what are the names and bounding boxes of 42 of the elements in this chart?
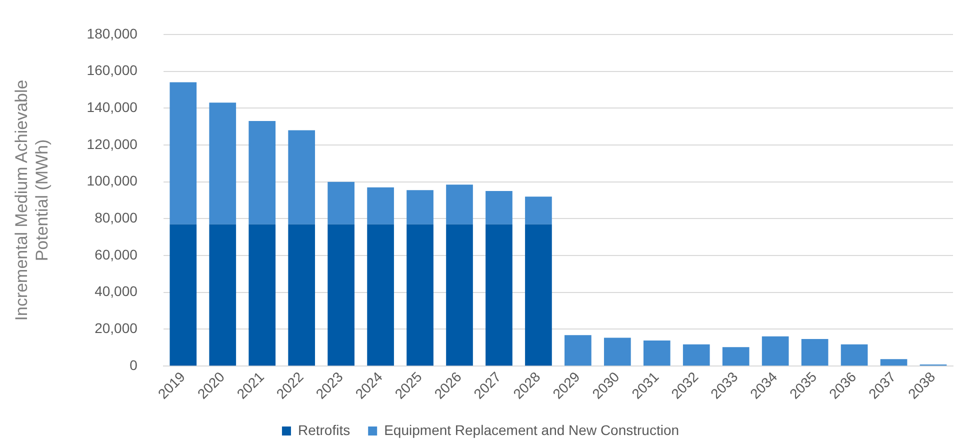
- bar: [248, 224, 276, 366]
- legend-label: Equipment Replacement and New Construction: [384, 422, 680, 438]
- y-tick-label: 120,000: [86, 136, 138, 152]
- bar: [682, 344, 710, 366]
- y-tick-label: 40,000: [94, 283, 138, 300]
- bar: [367, 187, 394, 224]
- bar: [643, 340, 670, 366]
- bar: [170, 82, 197, 224]
- bar: [722, 347, 750, 366]
- bar: [525, 196, 552, 224]
- y-tick-label: 140,000: [86, 98, 138, 115]
- y-axis-title: Incremental Medium Achievable Potential (MWh): [12, 80, 52, 321]
- y-tick-label: 180,000: [86, 25, 138, 42]
- y-tick-label: 100,000: [86, 172, 138, 189]
- bar: [367, 224, 394, 366]
- bar: [801, 339, 828, 366]
- bar: [880, 359, 908, 366]
- bar: [406, 190, 434, 224]
- bar: [564, 335, 592, 366]
- bar: [288, 224, 316, 366]
- y-tick-label: 20,000: [94, 320, 138, 336]
- bar: [840, 344, 868, 366]
- bar: [446, 224, 473, 366]
- bar: [170, 224, 197, 366]
- y-tick-label: 80,000: [94, 210, 138, 226]
- bar: [446, 184, 473, 224]
- bar: [762, 336, 789, 366]
- bar: [288, 130, 316, 224]
- y-tick-label: 160,000: [86, 62, 138, 78]
- bar: [248, 121, 276, 224]
- bar: [486, 224, 512, 366]
- y-tick-label: 60,000: [94, 246, 138, 262]
- bar: [525, 224, 552, 366]
- bar: [209, 102, 236, 224]
- bar: [209, 224, 236, 366]
- y-tick-label: 0: [130, 356, 138, 373]
- bar: [604, 338, 631, 366]
- bar: [328, 224, 354, 366]
- legend-label: Retrofits: [298, 422, 350, 438]
- bar: [406, 224, 434, 366]
- bar: [486, 191, 512, 224]
- bar: [328, 182, 354, 224]
